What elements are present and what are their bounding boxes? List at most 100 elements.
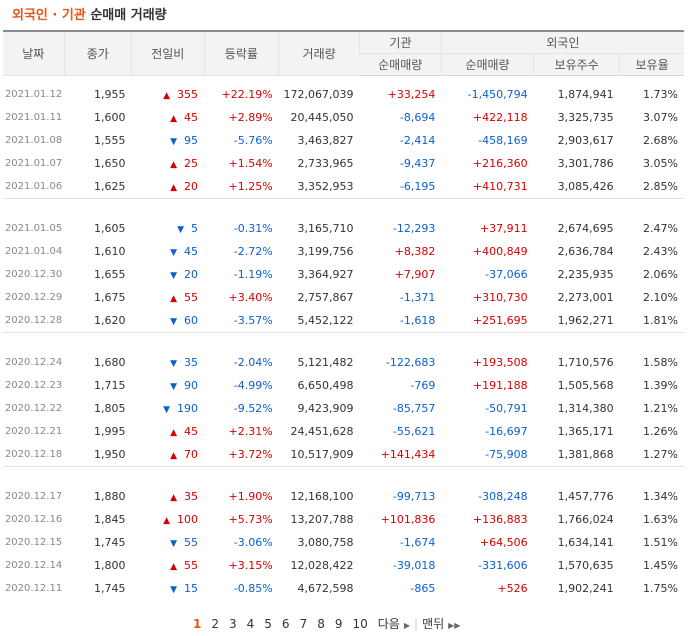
change-value: 70 (184, 448, 199, 461)
holding-cell: 1,902,241 (557, 582, 614, 595)
change-cell: ▲ 45 (132, 106, 205, 129)
page-link-4[interactable]: 4 (246, 617, 255, 631)
table-row: 2020.12.30 1,655 ▼ 20 -1.19% 3,364,927 +7,907 -… (3, 263, 684, 286)
change-value: 45 (184, 425, 199, 438)
inst-net-cell: -85,757 (392, 402, 436, 415)
triangle-up-icon: ▲ (163, 516, 171, 526)
volume-cell: 5,452,122 (297, 314, 354, 327)
rate-cell: +2.31% (228, 425, 273, 438)
col-header-close: 종가 (63, 31, 132, 76)
close-cell: 1,745 (94, 536, 126, 549)
foreign-net-cell: +410,731 (472, 180, 528, 193)
close-cell: 1,620 (94, 314, 126, 327)
page-link-7[interactable]: 7 (299, 617, 308, 631)
pager-separator: | (414, 617, 419, 631)
page-link-6[interactable]: 6 (281, 617, 290, 631)
last-page-link[interactable]: 맨뒤 (422, 617, 445, 631)
change-value: 45 (184, 245, 199, 258)
change-value: 55 (184, 559, 199, 572)
volume-cell: 3,165,710 (297, 222, 354, 235)
page-link-3[interactable]: 3 (229, 617, 237, 631)
holding-cell: 1,710,576 (557, 356, 614, 369)
triangle-up-icon: ▲ (163, 91, 171, 101)
date-cell: 2020.12.24 (4, 357, 63, 368)
table-row: 2020.12.29 1,675 ▲ 55 +3.40% 2,757,867 -1,371 +… (3, 286, 684, 309)
inst-net-cell: +7,907 (394, 268, 436, 281)
holding-cell: 3,085,426 (557, 180, 614, 193)
volume-cell: 9,423,909 (297, 402, 354, 415)
inst-net-cell: -12,293 (392, 222, 436, 235)
triangle-down-icon: ▼ (170, 248, 178, 258)
date-cell: 2021.01.07 (4, 158, 63, 169)
table-row: 2020.12.24 1,680 ▼ 35 -2.04% 5,121,482 -122,68… (3, 351, 684, 374)
triangle-up-icon: ▲ (170, 294, 178, 304)
close-cell: 1,800 (94, 559, 126, 572)
triangle-down-icon: ▼ (170, 271, 178, 281)
holding-cell: 1,874,941 (557, 88, 614, 101)
rate-cell: +1.54% (228, 157, 273, 170)
volume-cell: 13,207,788 (290, 513, 354, 526)
triangle-down-icon: ▼ (177, 225, 185, 235)
change-cell: ▲ 20 (132, 175, 205, 199)
holding-rate-cell: 1.73% (643, 88, 678, 101)
rate-cell: -3.57% (233, 314, 273, 327)
holding-rate-cell: 1.39% (643, 379, 678, 392)
holding-cell: 2,636,784 (557, 245, 614, 258)
page-link-10[interactable]: 10 (352, 617, 368, 631)
section-title-main: 외국인 · 기관 (12, 8, 86, 23)
holding-rate-cell: 2.06% (643, 268, 678, 281)
foreign-net-cell: +400,849 (472, 245, 528, 258)
holding-cell: 3,301,786 (557, 157, 614, 170)
volume-cell: 3,080,758 (297, 536, 354, 549)
page-link-5[interactable]: 5 (264, 617, 272, 631)
table-row: 2020.12.18 1,950 ▲ 70 +3.72% 10,517,909 +141,4… (3, 443, 684, 467)
triangle-up-icon: ▲ (170, 451, 178, 461)
foreign-net-cell: -458,169 (478, 134, 528, 147)
rate-cell: -0.85% (233, 582, 273, 595)
page-link-1[interactable]: 1 (193, 617, 202, 631)
group-spacer (3, 478, 684, 485)
page-link-8[interactable]: 8 (317, 617, 325, 631)
inst-net-cell: -865 (410, 582, 436, 595)
holding-cell: 2,235,935 (557, 268, 614, 281)
date-cell: 2021.01.04 (4, 246, 63, 257)
table-row: 2020.12.11 1,745 ▼ 15 -0.85% 4,672,598 -865 +52… (3, 577, 684, 600)
close-cell: 1,995 (94, 425, 126, 438)
holding-rate-cell: 1.58% (643, 356, 678, 369)
holding-rate-cell: 1.21% (643, 402, 678, 415)
close-cell: 1,610 (94, 245, 126, 258)
spacer-cell (3, 76, 684, 84)
foreign-net-cell: +64,506 (479, 536, 528, 549)
foreign-net-cell: +193,508 (472, 356, 528, 369)
change-value: 100 (177, 513, 199, 526)
change-cell: ▼ 95 (132, 129, 205, 152)
date-cell: 2021.01.05 (4, 223, 63, 234)
close-cell: 1,605 (94, 222, 126, 235)
table-row: 2021.01.04 1,610 ▼ 45 -2.72% 3,199,756 +8,382 +… (3, 240, 684, 263)
col-header-change: 전일비 (131, 31, 205, 76)
page-link-9[interactable]: 9 (334, 617, 343, 631)
volume-cell: 24,451,628 (290, 425, 354, 438)
page-link-2[interactable]: 2 (211, 617, 219, 631)
change-value: 25 (184, 157, 199, 170)
table-row: 2021.01.07 1,650 ▲ 25 +1.54% 2,733,965 -9,437 +… (3, 152, 684, 175)
col-header-date: 날짜 (3, 31, 65, 76)
date-cell: 2021.01.08 (4, 135, 63, 146)
table-row: 2021.01.08 1,555 ▼ 95 -5.76% 3,463,827 -2,414 -… (3, 129, 684, 152)
close-cell: 1,950 (94, 448, 126, 461)
volume-cell: 10,517,909 (290, 448, 354, 461)
table-row: 2020.12.28 1,620 ▼ 60 -3.57% 5,452,122 -1,618 +… (3, 309, 684, 333)
next-page-link[interactable]: 다음 (377, 617, 400, 631)
rate-cell: +3.72% (228, 448, 273, 461)
close-cell: 1,880 (94, 490, 126, 503)
col-header-volume: 거래량 (278, 31, 360, 76)
close-cell: 1,745 (94, 582, 126, 595)
change-value: 45 (184, 111, 199, 124)
triangle-up-icon: ▲ (170, 562, 178, 572)
change-value: 190 (177, 402, 199, 415)
table-row: 2020.12.17 1,880 ▲ 35 +1.90% 12,168,100 -99,71… (3, 485, 684, 508)
volume-cell: 5,121,482 (297, 356, 354, 369)
holding-cell: 2,674,695 (557, 222, 614, 235)
volume-cell: 4,672,598 (297, 582, 354, 595)
triangle-down-icon: ▼ (170, 585, 178, 595)
